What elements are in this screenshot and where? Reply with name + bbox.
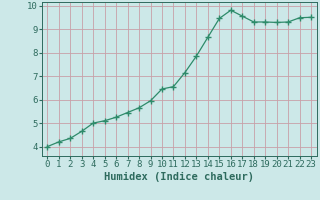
X-axis label: Humidex (Indice chaleur): Humidex (Indice chaleur) xyxy=(104,172,254,182)
